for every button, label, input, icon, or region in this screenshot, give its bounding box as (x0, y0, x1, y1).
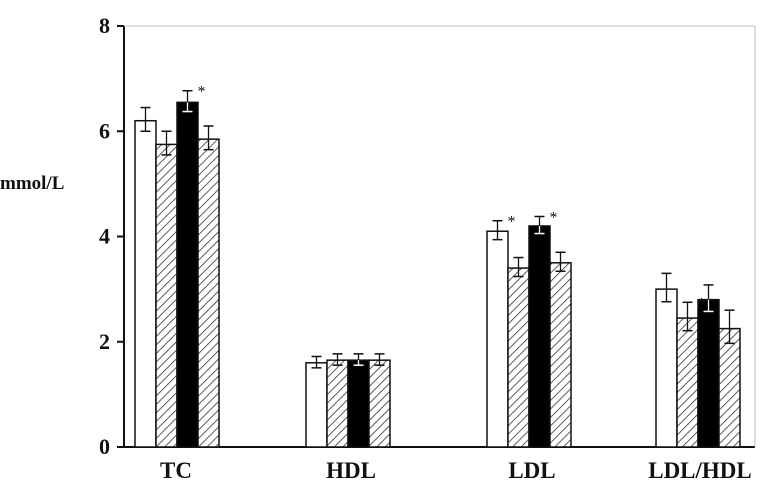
significance-marker: * (698, 295, 706, 312)
bar (507, 267, 530, 448)
x-tick-label: HDL (326, 458, 376, 480)
bar (676, 317, 699, 448)
y-tick-label: 0 (99, 434, 110, 459)
y-tick-label: 2 (99, 329, 110, 354)
y-axis-label: mmol/L (0, 173, 65, 194)
bar (326, 359, 349, 448)
y-tick-label: 6 (99, 118, 110, 143)
bar (155, 143, 178, 448)
x-tick-label: TC (160, 458, 192, 480)
bar (176, 101, 199, 448)
significance-marker: * (198, 84, 206, 101)
y-tick-label: 8 (99, 13, 110, 38)
x-tick-label: LDL (508, 458, 555, 480)
bar (486, 230, 509, 448)
y-tick-label: 4 (99, 224, 110, 249)
bar (305, 362, 328, 448)
bar (368, 359, 391, 448)
bar (718, 327, 741, 448)
bar (134, 119, 157, 448)
bar (528, 225, 551, 448)
bar (347, 359, 370, 448)
bar (549, 262, 572, 448)
bar (197, 138, 220, 448)
bar (655, 288, 678, 448)
x-tick-label: LDL/HDL (648, 458, 752, 480)
bar (697, 298, 720, 448)
significance-marker: * (550, 210, 558, 227)
significance-marker: * (508, 214, 516, 231)
